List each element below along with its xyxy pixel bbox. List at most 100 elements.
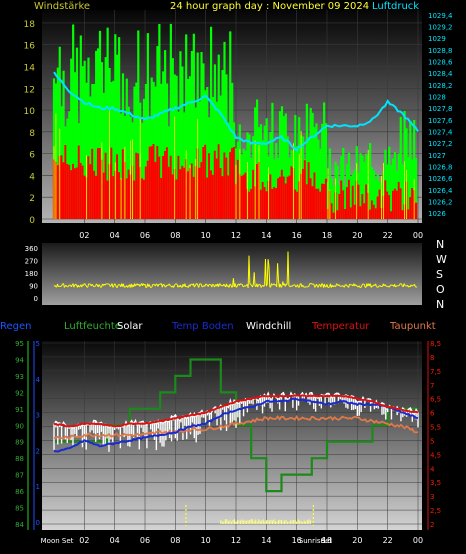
wind-tick-label: 2: [29, 194, 35, 204]
wind-direction-segment: [65, 285, 68, 287]
rain-tick-label: 5: [36, 340, 40, 348]
wind-direction-segment: [159, 283, 161, 285]
compass-label: S: [436, 268, 443, 281]
wind-direction-segment: [234, 283, 237, 288]
wind-direction-segment: [316, 284, 318, 287]
wind-direction-segment: [311, 283, 313, 285]
x-tick-label: 14: [261, 536, 271, 545]
pressure-tick-label: 1027,4: [428, 129, 453, 137]
compass-label: N: [436, 238, 444, 251]
wind-direction-segment: [189, 284, 192, 287]
humidity-tick-label: 94: [15, 356, 24, 364]
event-label: Moon Set: [41, 537, 74, 545]
wind-direction-segment: [114, 283, 116, 286]
temperature-tick-label: 5,5: [430, 424, 441, 432]
wind-direction-segment: [361, 284, 363, 287]
pressure-tick-label: 1029: [428, 35, 446, 43]
direction-y-ticks: 360 270 180 90 0: [25, 245, 38, 303]
wind-y-ticks: 0 2 4 6 8 10 12 14 16 18: [24, 20, 36, 226]
wind-direction-segment: [127, 285, 129, 288]
wind-direction-segment: [250, 284, 252, 286]
wind-direction-segment: [243, 285, 246, 287]
temperature-tick-label: 8: [430, 354, 434, 362]
wind-direction-segment: [69, 284, 71, 286]
wind-direction-segment: [205, 283, 207, 286]
wind-direction-segment: [228, 284, 231, 288]
x-tick-label: 08: [170, 231, 180, 240]
humidity-tick-label: 89: [15, 439, 24, 447]
pressure-tick-label: 1028,4: [428, 70, 453, 78]
wind-direction-segment: [360, 285, 363, 288]
temperature-tick-label: 2: [430, 521, 434, 529]
pressure-tick-label: 1026,4: [428, 187, 453, 195]
wind-direction-segment: [173, 284, 175, 288]
wind-direction-segment: [196, 283, 199, 286]
climate-grid: [42, 341, 422, 530]
wind-direction-segment: [287, 251, 290, 286]
humidity-tick-label: 95: [15, 340, 24, 348]
wind-direction-segment: [265, 284, 268, 287]
pressure-tick-label: 1027: [428, 152, 446, 160]
top-x-ticks: 02 04 06 08 10 12 14 16 18 20 22 00: [79, 231, 423, 240]
wind-direction-segment: [219, 283, 221, 285]
wind-direction-segment: [399, 283, 401, 285]
legend-item: Temperatur: [311, 321, 370, 332]
wind-tick-label: 14: [24, 63, 36, 73]
wind-direction-segment: [411, 285, 414, 287]
wind-direction-segment: [341, 285, 343, 287]
temperature-tick-label: 8,5: [430, 340, 441, 348]
wind-direction-segment: [338, 284, 341, 287]
wind-direction-segment: [377, 285, 380, 288]
wind-direction-segment: [118, 283, 121, 286]
temperature-tick-label: 7,5: [430, 368, 441, 376]
pressure-tick-label: 1026: [428, 210, 446, 218]
wind-direction-segment: [311, 283, 314, 285]
wind-direction-segment: [165, 284, 168, 288]
x-tick-label: 06: [140, 536, 150, 545]
x-tick-label: 20: [352, 536, 362, 545]
wind-direction-segment: [378, 285, 381, 287]
wind-direction-segment: [389, 284, 392, 286]
pressure-tick-label: 1029,4: [428, 12, 453, 20]
wind-direction-segment: [290, 285, 292, 287]
wind-direction-segment: [302, 284, 305, 288]
wind-direction-segment: [194, 283, 197, 286]
wind-direction-segment: [211, 284, 214, 288]
humidity-tick-label: 86: [15, 488, 24, 496]
compass-label: W: [436, 253, 447, 266]
direction-tick-label: 270: [25, 258, 38, 266]
wind-direction-segment: [295, 285, 298, 288]
wind-bars: [52, 23, 418, 219]
wind-direction-segment: [258, 283, 260, 286]
wind-direction-segment: [268, 265, 271, 288]
wind-direction-segment: [320, 283, 323, 288]
wind-direction-segment: [241, 283, 244, 287]
climate-series: [27, 341, 429, 530]
wind-direction-segment: [390, 284, 393, 286]
wind-direction-segment: [401, 284, 403, 287]
wind-direction-segment: [244, 285, 246, 287]
wind-direction-segment: [312, 283, 315, 286]
temperature-tick-label: 4,5: [430, 451, 441, 459]
pressure-tick-label: 1028: [428, 94, 446, 102]
pressure-tick-label: 1029,2: [428, 24, 453, 32]
x-tick-label: 02: [79, 536, 89, 545]
wind-tick-label: 16: [24, 42, 36, 52]
wind-direction-segment: [61, 283, 64, 286]
x-tick-label: 00: [413, 231, 423, 240]
wind-direction-segment: [58, 285, 60, 288]
wind-direction-segment: [260, 285, 263, 288]
wind-direction-segment: [388, 285, 391, 288]
direction-tick-label: 180: [25, 270, 38, 278]
temperature-tick-label: 2,5: [430, 507, 441, 515]
wind-direction-segment: [193, 285, 196, 288]
rain-tick-label: 0: [36, 519, 40, 527]
pressure-line: [53, 71, 419, 152]
wind-direction-segment: [161, 284, 164, 288]
wind-direction-segment: [298, 283, 301, 288]
humidity-tick-label: 84: [15, 521, 24, 529]
compass-label: O: [436, 283, 445, 296]
x-tick-label: 16: [292, 536, 302, 545]
